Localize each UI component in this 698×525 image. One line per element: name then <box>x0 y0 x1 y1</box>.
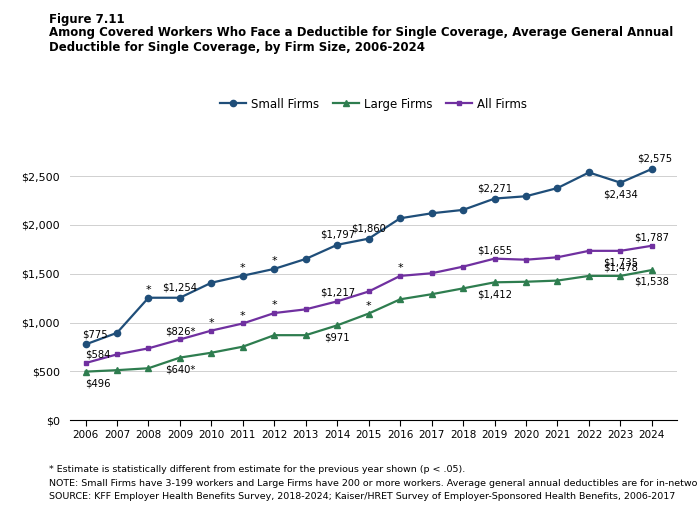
Text: *: * <box>397 263 403 273</box>
Text: *: * <box>240 263 246 273</box>
Text: $1,412: $1,412 <box>477 289 512 299</box>
Legend: Small Firms, Large Firms, All Firms: Small Firms, Large Firms, All Firms <box>215 93 532 116</box>
Text: $1,655: $1,655 <box>477 245 512 255</box>
Text: *: * <box>209 318 214 328</box>
Text: $2,575: $2,575 <box>637 154 673 164</box>
Text: Deductible for Single Coverage, by Firm Size, 2006-2024: Deductible for Single Coverage, by Firm … <box>49 41 425 54</box>
Text: $584: $584 <box>86 350 111 360</box>
Text: *: * <box>240 311 246 321</box>
Text: SOURCE: KFF Employer Health Benefits Survey, 2018-2024; Kaiser/HRET Survey of Em: SOURCE: KFF Employer Health Benefits Sur… <box>49 492 675 501</box>
Text: $1,538: $1,538 <box>634 277 669 287</box>
Text: Among Covered Workers Who Face a Deductible for Single Coverage, Average General: Among Covered Workers Who Face a Deducti… <box>49 26 673 39</box>
Text: *: * <box>146 285 151 295</box>
Text: Figure 7.11: Figure 7.11 <box>49 13 124 26</box>
Text: $1,860: $1,860 <box>351 223 386 233</box>
Text: *: * <box>366 301 371 311</box>
Text: $1,478: $1,478 <box>603 262 638 272</box>
Text: $826*: $826* <box>165 326 195 336</box>
Text: $640*: $640* <box>165 364 195 374</box>
Text: $1,735: $1,735 <box>603 258 638 268</box>
Text: $2,434: $2,434 <box>603 190 638 200</box>
Text: $775: $775 <box>82 329 108 339</box>
Text: $496: $496 <box>86 379 111 388</box>
Text: NOTE: Small Firms have 3-199 workers and Large Firms have 200 or more workers. A: NOTE: Small Firms have 3-199 workers and… <box>49 479 698 488</box>
Text: $1,797: $1,797 <box>320 229 355 239</box>
Text: $1,787: $1,787 <box>634 233 669 243</box>
Text: *: * <box>272 256 277 266</box>
Text: $2,271: $2,271 <box>477 183 512 193</box>
Text: * Estimate is statistically different from estimate for the previous year shown : * Estimate is statistically different fr… <box>49 465 465 474</box>
Text: *: * <box>272 300 277 310</box>
Text: $1,217: $1,217 <box>320 288 355 298</box>
Text: $1,254: $1,254 <box>163 282 198 292</box>
Text: $971: $971 <box>325 332 350 342</box>
